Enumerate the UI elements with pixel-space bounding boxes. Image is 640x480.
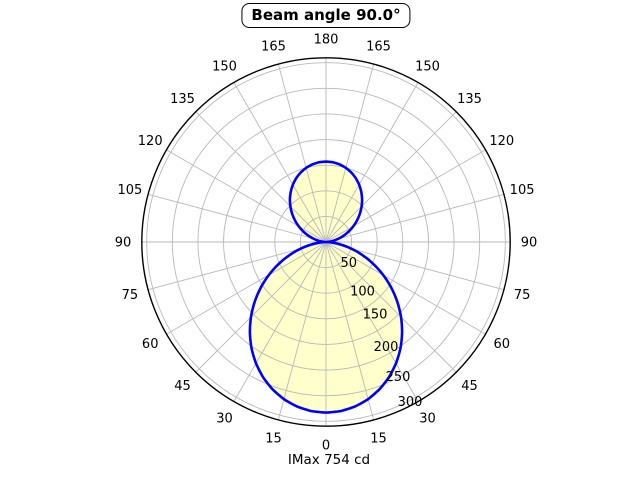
grid-spoke-30 xyxy=(325,241,419,402)
angle-tick-label-15-left: 15 xyxy=(265,432,282,447)
grid-spoke-45 xyxy=(325,241,457,373)
angle-tick-label-60-right: 60 xyxy=(494,337,511,352)
angle-tick-label-180: 180 xyxy=(314,33,339,48)
radial-tick-label-100: 100 xyxy=(350,284,375,299)
grid-spoke-210 xyxy=(233,82,327,243)
chart-title: Beam angle 90.0° xyxy=(251,6,401,24)
angle-tick-label-105-left: 105 xyxy=(117,183,142,198)
angle-tick-label-45-left: 45 xyxy=(174,379,191,394)
angle-tick-label-45-right: 45 xyxy=(461,379,478,394)
angle-tick-label-150-left: 150 xyxy=(212,60,237,75)
angle-tick-label-165-right: 165 xyxy=(366,39,391,54)
intensity-curve xyxy=(248,160,404,414)
angle-tick-label-75-right: 75 xyxy=(514,288,531,303)
grid-spoke-225 xyxy=(195,111,327,243)
angle-tick-label-120-right: 120 xyxy=(489,134,514,149)
grid-spoke-300 xyxy=(166,241,327,335)
radial-tick-label-50: 50 xyxy=(341,256,358,271)
angle-tick-label-60-left: 60 xyxy=(142,337,159,352)
radial-tick-label-200: 200 xyxy=(374,340,399,355)
grid-spoke-135 xyxy=(325,111,457,243)
imax-label: IMax 754 cd xyxy=(287,452,371,468)
grid-spoke-315 xyxy=(195,241,327,373)
angle-tick-label-30-right: 30 xyxy=(419,411,436,426)
angle-tick-label-90-left: 90 xyxy=(115,236,132,251)
angle-tick-label-30-left: 30 xyxy=(216,411,233,426)
axis-spine xyxy=(141,57,511,427)
angle-tick-label-120-left: 120 xyxy=(138,134,163,149)
grid-spoke-150 xyxy=(325,82,419,243)
radial-tick-label-150: 150 xyxy=(363,308,388,323)
radial-tick-label-250: 250 xyxy=(386,370,411,385)
grid-spoke-165 xyxy=(325,63,375,243)
grid-spoke-105 xyxy=(325,193,505,243)
grid-spoke-195 xyxy=(277,63,327,243)
grid-spoke-60 xyxy=(325,241,486,335)
angle-tick-label-135-right: 135 xyxy=(457,92,482,107)
radial-tick-label-300: 300 xyxy=(398,395,423,410)
grid-spoke-330 xyxy=(233,241,327,402)
angle-tick-label-165-left: 165 xyxy=(261,39,286,54)
angle-tick-label-105-right: 105 xyxy=(510,183,535,198)
angle-tick-label-0: 0 xyxy=(322,439,330,454)
grid-spoke-345 xyxy=(277,241,327,421)
angle-tick-label-15-right: 15 xyxy=(370,432,387,447)
angle-tick-label-75-left: 75 xyxy=(122,288,139,303)
angle-tick-label-90-right: 90 xyxy=(521,236,538,251)
grid-spoke-15 xyxy=(325,241,375,421)
chart-title-box: Beam angle 90.0° xyxy=(241,3,411,28)
angle-tick-label-135-left: 135 xyxy=(170,92,195,107)
grid-spoke-255 xyxy=(147,193,327,243)
angle-tick-label-150-right: 150 xyxy=(415,60,440,75)
